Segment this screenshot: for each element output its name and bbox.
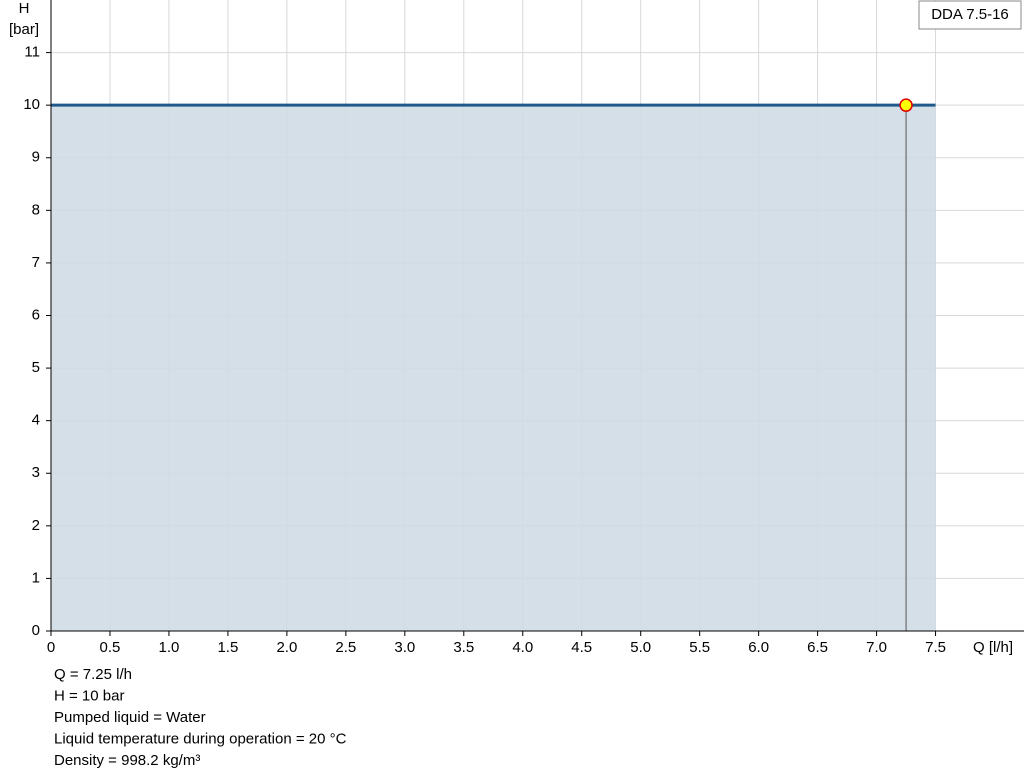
x-tick-label: 0 <box>47 639 55 656</box>
info-line: Pumped liquid = Water <box>54 709 206 726</box>
x-tick-label: 4.0 <box>512 639 533 656</box>
x-tick-label: 5.5 <box>689 639 710 656</box>
legend-box <box>918 0 1022 30</box>
x-tick-label: 7.0 <box>866 639 887 656</box>
legend-label: DDA 7.5-16 <box>931 6 1009 23</box>
x-tick-label: 0.5 <box>100 639 121 656</box>
y-tick-label: 0 <box>32 622 40 639</box>
y-axis-label: H <box>19 0 30 17</box>
y-tick-label: 11 <box>24 44 40 61</box>
x-tick-label: 5.0 <box>630 639 651 656</box>
y-tick-label: 8 <box>32 201 40 218</box>
y-tick-label: 2 <box>32 517 40 534</box>
y-tick-label: 9 <box>32 149 40 166</box>
y-tick-label: 7 <box>32 254 40 271</box>
x-tick-label: 1.0 <box>159 639 180 656</box>
x-tick-label: 4.5 <box>571 639 592 656</box>
x-tick-label: 2.5 <box>335 639 356 656</box>
y-tick-label: 3 <box>32 464 40 481</box>
y-tick-label: 5 <box>32 359 40 376</box>
operating-point <box>899 98 913 112</box>
x-tick-label: 6.0 <box>748 639 769 656</box>
x-tick-label: 3.0 <box>394 639 415 656</box>
info-line: Density = 998.2 kg/m³ <box>54 752 200 769</box>
x-axis-label: Q [l/h] <box>973 639 1013 656</box>
x-tick-label: 2.0 <box>276 639 297 656</box>
x-tick-label: 1.5 <box>217 639 238 656</box>
info-line: Q = 7.25 l/h <box>54 666 132 683</box>
info-line: H = 10 bar <box>54 687 124 704</box>
y-tick-label: 1 <box>32 569 40 586</box>
x-tick-label: 7.5 <box>925 639 946 656</box>
x-tick-label: 6.5 <box>807 639 828 656</box>
y-tick-label: 10 <box>23 96 40 113</box>
y-axis-label: [bar] <box>9 21 39 38</box>
area <box>51 105 936 631</box>
x-tick-label: 3.5 <box>453 639 474 656</box>
y-tick-label: 6 <box>32 306 40 323</box>
y-tick-label: 4 <box>32 412 40 429</box>
info-line: Liquid temperature during operation = 20… <box>54 730 347 747</box>
